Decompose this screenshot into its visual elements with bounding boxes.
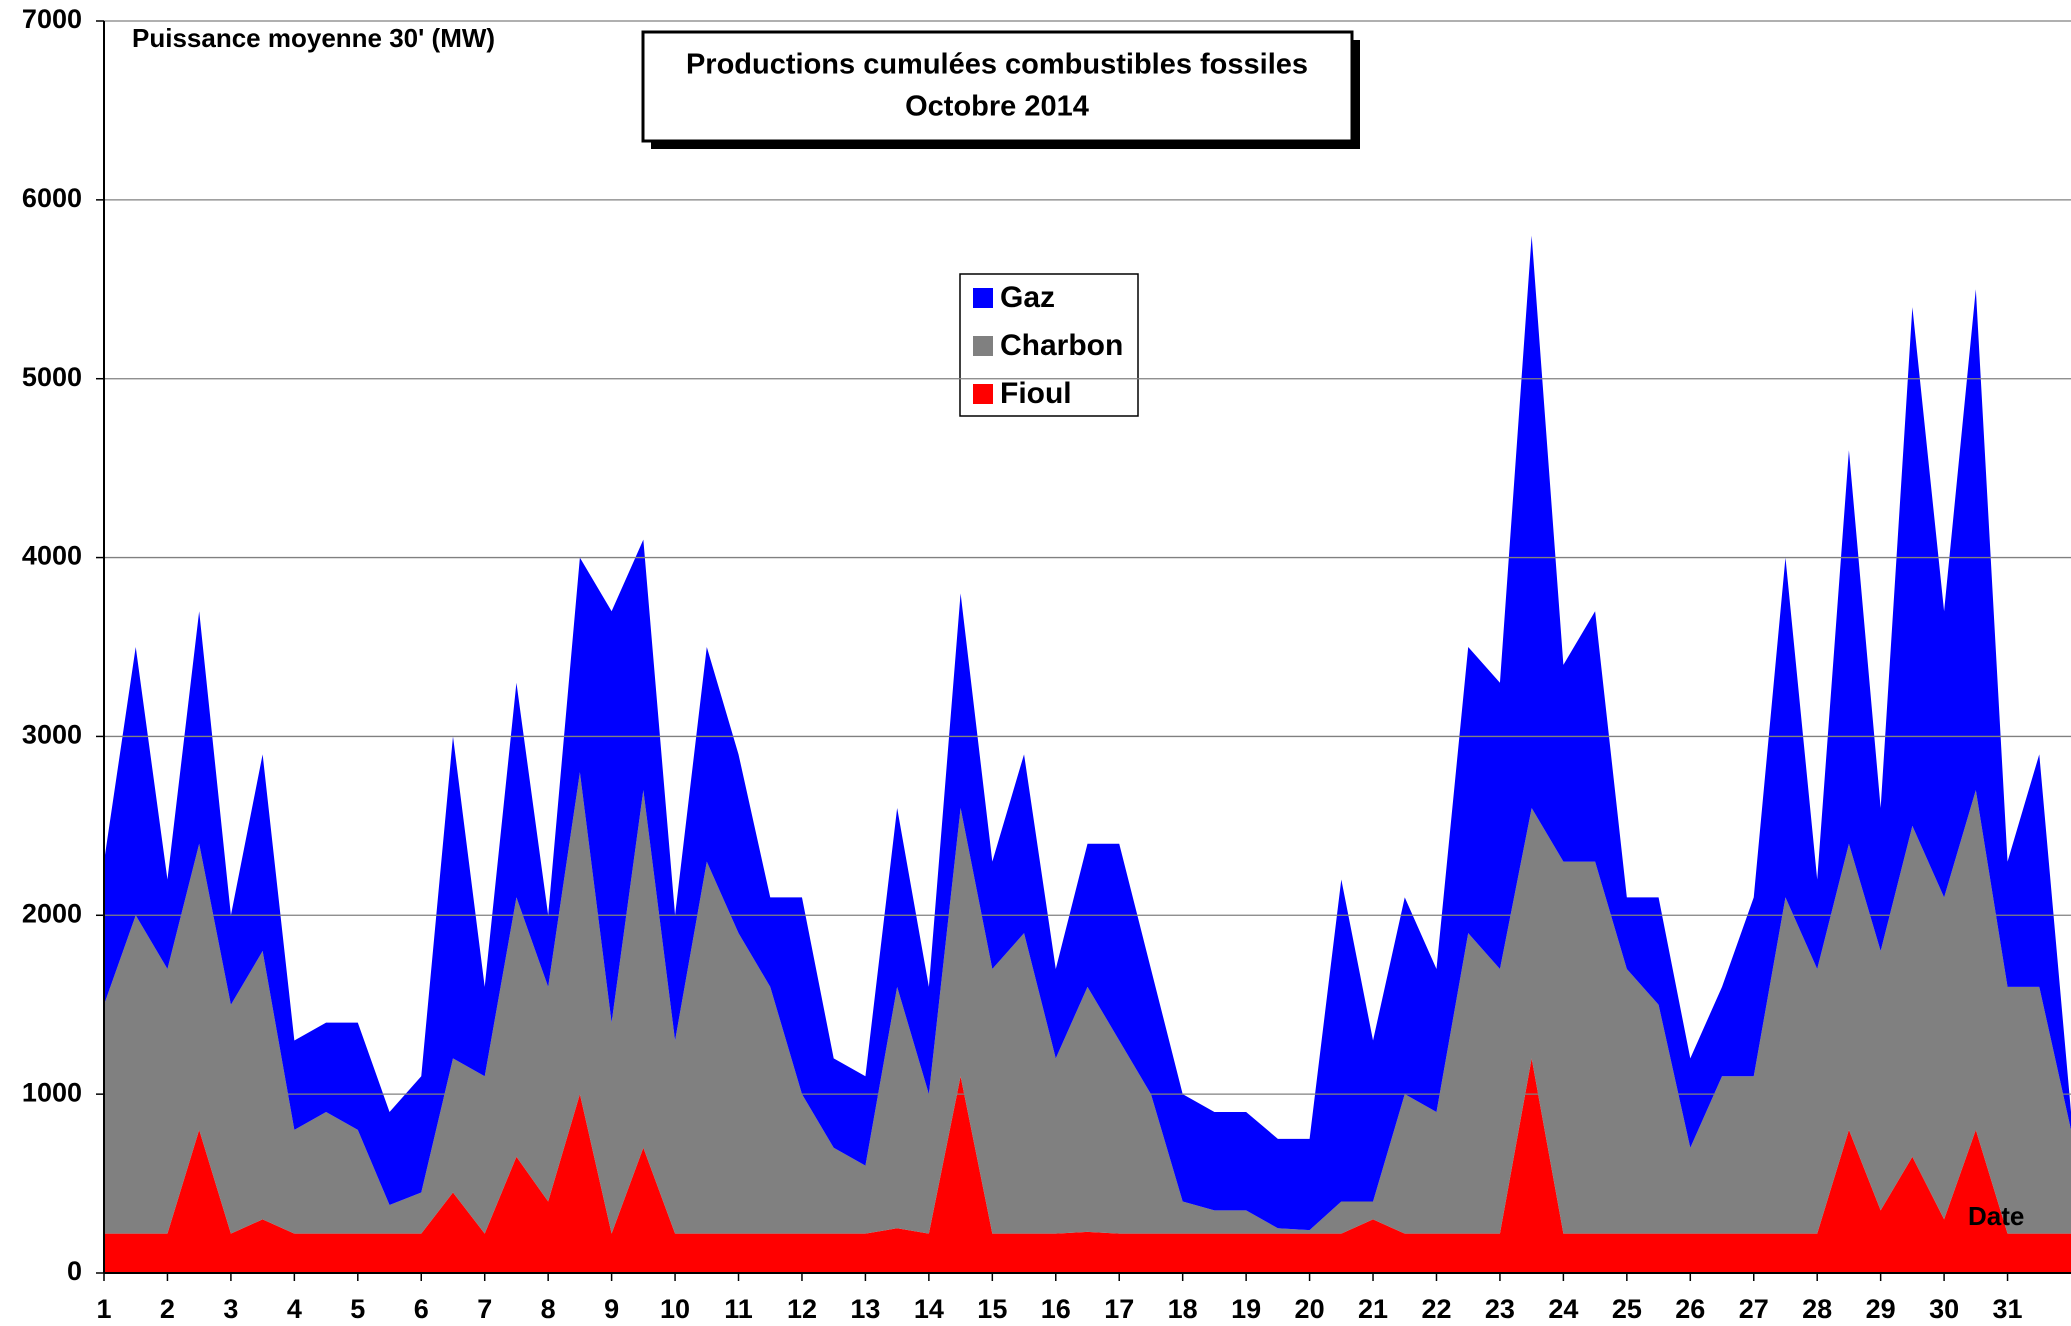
x-tick-label: 27 (1739, 1294, 1769, 1324)
x-tick-label: 30 (1929, 1294, 1959, 1324)
plot-area (104, 235, 2071, 1273)
x-tick-label: 3 (223, 1294, 238, 1324)
x-tick-label: 20 (1295, 1294, 1325, 1324)
area (104, 772, 2071, 1234)
x-tick-label: 12 (787, 1294, 817, 1324)
x-tick-label: 18 (1168, 1294, 1198, 1324)
title-box (641, 30, 1354, 143)
x-tick-label: 14 (914, 1294, 944, 1324)
x-tick-label: 9 (604, 1294, 619, 1324)
y-tick-label: 2000 (22, 898, 82, 928)
x-tick-label: 29 (1866, 1294, 1896, 1324)
x-tick-label: 5 (350, 1294, 365, 1324)
x-tick-label: 16 (1041, 1294, 1071, 1324)
x-tick-label: 22 (1421, 1294, 1451, 1324)
legend-swatch (973, 288, 993, 308)
y-tick-label: 7000 (22, 4, 82, 34)
x-tick-label: 28 (1802, 1294, 1832, 1324)
x-tick-label: 4 (287, 1294, 302, 1324)
y-axis-label: Puissance moyenne 30' (MW) (132, 23, 495, 53)
x-tick-label: 31 (1993, 1294, 2023, 1324)
x-axis-label: Date (1968, 1201, 2024, 1231)
x-tick-label: 1 (96, 1294, 111, 1324)
x-tick-label: 11 (724, 1294, 753, 1324)
x-tick-label: 15 (977, 1294, 1007, 1324)
area (104, 1058, 2071, 1273)
legend-swatch (973, 336, 993, 356)
y-tick-label: 5000 (22, 362, 82, 392)
x-tick-label: 10 (660, 1294, 690, 1324)
x-tick-label: 8 (541, 1294, 556, 1324)
y-tick-label: 1000 (22, 1077, 82, 1107)
y-tick-label: 0 (67, 1256, 82, 1286)
x-tick-label: 26 (1675, 1294, 1705, 1324)
legend-label: Fioul (1000, 377, 1072, 410)
legend-label: Gaz (1000, 281, 1055, 314)
x-tick-label: 25 (1612, 1294, 1642, 1324)
chart-title: Productions cumulées combustibles fossil… (686, 49, 1308, 81)
x-tick-label: 21 (1358, 1294, 1388, 1324)
y-tick-label: 3000 (22, 720, 82, 750)
x-tick-label: 24 (1548, 1294, 1578, 1324)
legend: Gaz Charbon Fioul (973, 281, 1123, 410)
x-tick-label: 23 (1485, 1294, 1515, 1324)
legend-label: Charbon (1000, 329, 1123, 362)
x-tick-label: 13 (850, 1294, 880, 1324)
x-tick-label: 6 (414, 1294, 429, 1324)
x-tick-label: 17 (1104, 1294, 1134, 1324)
y-tick-label: 4000 (22, 541, 82, 571)
y-tick-label: 6000 (22, 183, 82, 213)
x-tick-label: 19 (1231, 1294, 1261, 1324)
legend-swatch (973, 384, 993, 404)
x-tick-label: 7 (477, 1294, 492, 1324)
chart-subtitle: Octobre 2014 (905, 91, 1089, 123)
x-tick-label: 2 (160, 1294, 175, 1324)
